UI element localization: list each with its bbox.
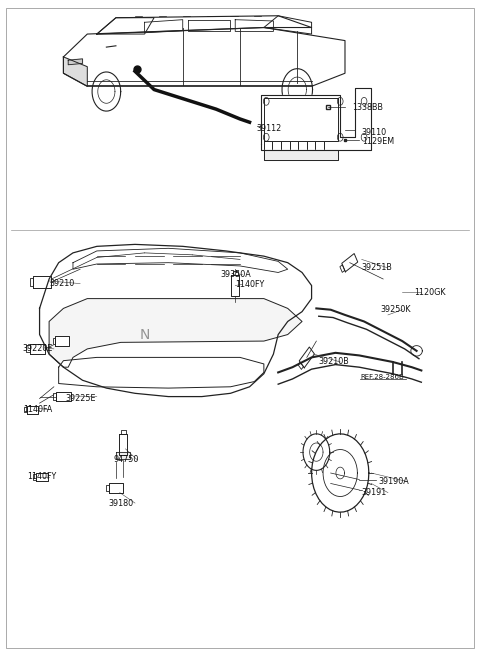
Text: 39225E: 39225E	[66, 394, 96, 403]
Polygon shape	[116, 452, 130, 459]
Text: 39191: 39191	[362, 488, 387, 497]
Text: 1140FY: 1140FY	[28, 472, 57, 482]
Text: 94750: 94750	[114, 455, 139, 464]
Text: 1120GK: 1120GK	[414, 287, 446, 297]
Polygon shape	[63, 28, 345, 87]
Text: 39210B: 39210B	[319, 358, 349, 367]
Polygon shape	[97, 16, 312, 34]
Polygon shape	[264, 150, 338, 160]
Polygon shape	[120, 430, 126, 434]
Polygon shape	[39, 245, 312, 397]
Polygon shape	[49, 298, 302, 367]
Polygon shape	[106, 485, 109, 491]
Text: 39210: 39210	[49, 279, 74, 288]
Polygon shape	[59, 358, 264, 388]
Polygon shape	[340, 265, 345, 272]
Polygon shape	[233, 271, 238, 275]
Polygon shape	[68, 59, 83, 65]
Polygon shape	[53, 338, 55, 344]
Text: 1338BB: 1338BB	[352, 103, 383, 112]
Text: N: N	[139, 327, 150, 342]
Polygon shape	[53, 394, 56, 400]
Polygon shape	[63, 57, 87, 87]
Polygon shape	[27, 405, 38, 413]
Polygon shape	[299, 347, 314, 368]
Polygon shape	[119, 434, 127, 455]
Text: 39250K: 39250K	[381, 305, 411, 314]
Polygon shape	[55, 337, 69, 346]
Text: 39190A: 39190A	[378, 477, 409, 486]
Polygon shape	[24, 407, 27, 412]
Polygon shape	[109, 483, 123, 493]
Polygon shape	[298, 362, 303, 369]
Polygon shape	[34, 276, 50, 288]
Text: 39350A: 39350A	[221, 270, 252, 279]
Text: 39251B: 39251B	[362, 264, 393, 272]
Text: 1140FA: 1140FA	[23, 405, 52, 414]
Polygon shape	[231, 275, 239, 296]
Text: REF.28-286B: REF.28-286B	[360, 374, 404, 380]
Polygon shape	[26, 346, 30, 352]
Text: 39220E: 39220E	[23, 344, 53, 354]
Text: 39110: 39110	[362, 127, 387, 136]
Polygon shape	[36, 473, 48, 482]
Polygon shape	[33, 474, 36, 480]
Polygon shape	[30, 344, 45, 354]
Text: 1129EM: 1129EM	[362, 137, 394, 146]
Polygon shape	[262, 89, 371, 150]
Text: 39112: 39112	[257, 124, 282, 133]
Text: 39180: 39180	[109, 499, 134, 508]
Polygon shape	[342, 253, 358, 272]
Polygon shape	[30, 278, 34, 286]
Polygon shape	[56, 392, 71, 401]
Text: 1140FY: 1140FY	[235, 279, 264, 289]
